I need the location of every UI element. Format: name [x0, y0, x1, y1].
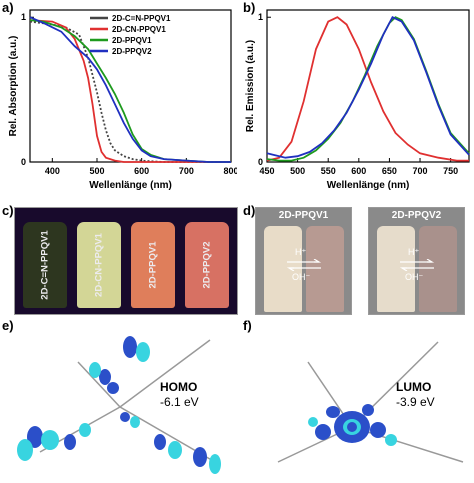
homo-orbital-diagram [17, 336, 221, 474]
y-tick-label: 0 [258, 157, 263, 167]
y-tick-label: 0 [21, 157, 26, 167]
homo-energy: -6.1 eV [160, 395, 199, 409]
acid-label-2: H⁺ [408, 247, 420, 257]
x-tick-label: 450 [259, 166, 274, 176]
acid-base-photo-1: 2D-PPQV1 H⁺ OH⁻ [255, 207, 352, 315]
base-label-2: OH⁻ [405, 272, 424, 282]
absorption-chart: 400 500 600 700 800 0 1 Wellenlänge (nm) Rel. Ab… [8, 9, 237, 191]
uv-vial: 2D-PPQV1 [131, 222, 175, 308]
acid-label-1: H⁺ [295, 247, 307, 257]
plot-frame [266, 9, 470, 163]
equilibrium-arrows-icon [399, 259, 435, 271]
emission-chart: 450 500 550 600 650 700 750 0 1 Wellenlänge (nm) R… [245, 9, 470, 191]
x-axis-label: Wellenlänge (nm) [327, 180, 410, 191]
legend-entry: 2D-C=N-PPQV1 [112, 14, 171, 23]
x-tick-label: 700 [413, 166, 428, 176]
vial-label: 2D-CN-PPQV1 [93, 233, 105, 297]
x-tick-label: 800 [223, 166, 237, 176]
vial-label: 2D-PPQV1 [147, 241, 159, 289]
series-line [29, 16, 231, 163]
panel-label-c: c) [2, 203, 14, 218]
base-label-1: OH⁻ [292, 272, 311, 282]
x-tick-label: 700 [179, 166, 194, 176]
uv-vial: 2D-C=N-PPQV1 [23, 222, 67, 308]
x-tick-label: 400 [45, 166, 60, 176]
legend-entry: 2D-CN-PPQV1 [112, 25, 166, 34]
x-tick-label: 550 [321, 166, 336, 176]
acid-base-photo-2: 2D-PPQV2 H⁺ OH⁻ [368, 207, 465, 315]
panel-label-f: f) [243, 318, 252, 333]
y-tick-label: 1 [21, 12, 26, 22]
panel-label-a: a) [2, 0, 14, 15]
y-axis-label: Rel. Emission (a.u.) [245, 40, 256, 132]
vial-d-label-1: 2D-PPQV1 [278, 210, 329, 221]
panel-label-b: b) [243, 0, 256, 15]
x-tick-label: 600 [134, 166, 149, 176]
series-line [266, 16, 470, 162]
vial-label: 2D-C=N-PPQV1 [39, 230, 51, 300]
legend-entry: 2D-PPQV1 [112, 36, 152, 45]
x-axis-label: Wellenlänge (nm) [89, 180, 172, 191]
x-tick-label: 750 [443, 166, 458, 176]
x-tick-label: 600 [351, 166, 366, 176]
equilibrium-arrows-icon [286, 259, 322, 271]
legend-entry: 2D-PPQV2 [112, 47, 152, 56]
x-tick-label: 500 [290, 166, 305, 176]
panel-label-d: d) [243, 203, 256, 218]
uv-vial: 2D-PPQV2 [185, 222, 229, 308]
series-line [266, 16, 469, 162]
panel-label-e: e) [2, 318, 14, 333]
lumo-energy: -3.9 eV [396, 395, 435, 409]
vial-d-label-2: 2D-PPQV2 [391, 210, 442, 221]
series-line [266, 16, 470, 159]
lumo-orbital-diagram [277, 341, 464, 463]
uv-vial: 2D-CN-PPQV1 [77, 222, 121, 308]
homo-label: HOMO [160, 380, 198, 394]
x-tick-label: 650 [382, 166, 397, 176]
y-axis-label: Rel. Absorption (a.u.) [8, 36, 19, 137]
uv-vials-photo: 2D-C=N-PPQV1 2D-CN-PPQV1 2D-PPQV1 2D-PPQV2 [14, 207, 238, 315]
vial-label: 2D-PPQV2 [201, 241, 213, 289]
lumo-label: LUMO [396, 380, 432, 394]
x-tick-label: 500 [89, 166, 104, 176]
y-tick-label: 1 [258, 12, 263, 22]
